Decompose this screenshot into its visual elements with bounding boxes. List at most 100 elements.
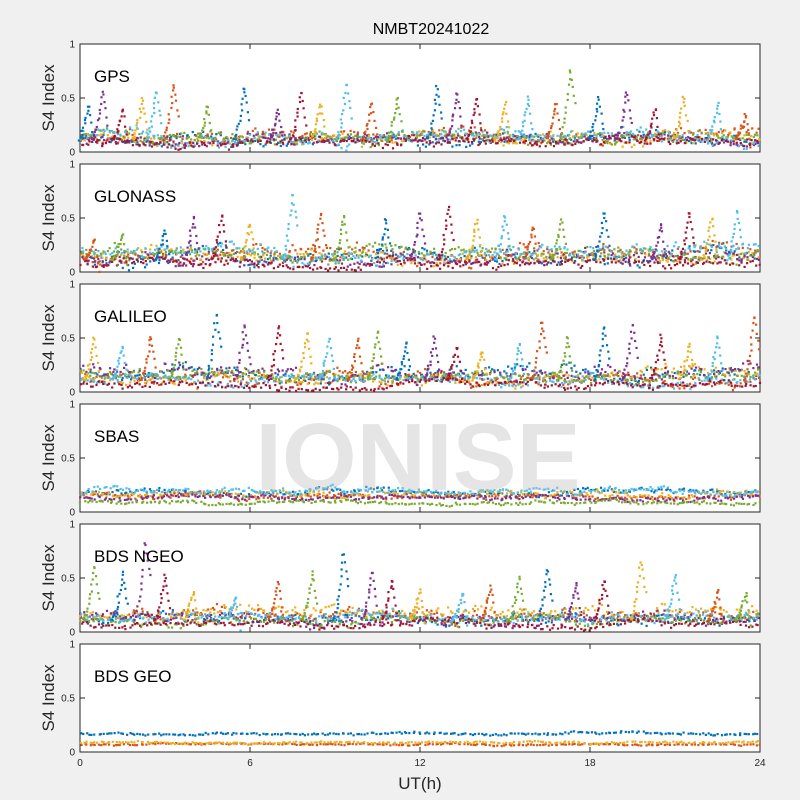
data-point xyxy=(353,138,356,141)
data-point xyxy=(743,140,746,143)
data-point xyxy=(370,374,373,377)
data-point xyxy=(160,256,163,259)
data-point xyxy=(230,140,234,143)
data-point xyxy=(216,244,219,247)
data-point xyxy=(412,134,415,137)
data-point xyxy=(558,127,561,131)
data-point xyxy=(225,259,228,262)
data-point xyxy=(688,245,691,248)
data-point xyxy=(605,140,608,143)
data-point xyxy=(412,131,415,134)
data-point xyxy=(522,136,525,139)
data-point xyxy=(531,226,534,229)
data-point xyxy=(602,128,605,131)
data-point xyxy=(495,258,498,261)
data-point xyxy=(301,266,304,269)
data-point xyxy=(135,248,138,251)
data-point xyxy=(506,132,509,135)
data-point xyxy=(206,257,209,260)
data-point xyxy=(321,112,324,115)
data-point xyxy=(437,258,440,261)
data-point xyxy=(645,128,648,131)
data-point xyxy=(298,96,301,99)
data-point xyxy=(652,114,656,117)
data-point xyxy=(470,140,474,144)
data-point xyxy=(611,371,614,374)
data-point xyxy=(419,139,422,142)
data-point xyxy=(395,107,398,110)
data-point xyxy=(283,260,286,263)
data-point xyxy=(84,372,87,375)
data-point xyxy=(658,138,661,141)
data-point xyxy=(382,265,385,268)
data-point xyxy=(682,101,685,104)
data-point xyxy=(84,122,87,125)
data-point xyxy=(382,249,385,253)
data-point xyxy=(442,126,445,130)
data-point xyxy=(628,262,631,266)
data-point xyxy=(100,96,103,99)
data-point xyxy=(101,260,104,263)
data-point xyxy=(506,263,509,266)
data-point xyxy=(595,259,598,262)
data-point xyxy=(343,102,347,105)
data-point xyxy=(591,126,594,129)
data-point xyxy=(715,111,719,114)
data-point xyxy=(549,143,552,146)
data-point xyxy=(732,140,735,143)
data-point xyxy=(604,256,607,259)
data-point xyxy=(403,137,406,140)
data-point xyxy=(659,254,662,257)
data-point xyxy=(465,145,468,148)
data-point xyxy=(367,372,370,375)
data-point xyxy=(546,142,549,145)
data-point xyxy=(531,369,534,373)
data-point xyxy=(390,124,393,127)
data-point xyxy=(342,109,345,112)
data-point xyxy=(724,382,727,385)
data-point xyxy=(513,139,516,143)
data-point xyxy=(518,248,521,251)
data-point xyxy=(486,131,489,134)
data-point xyxy=(133,379,136,383)
data-point xyxy=(753,257,756,260)
data-point xyxy=(658,261,661,264)
data-point xyxy=(388,242,392,245)
data-point xyxy=(547,140,550,143)
data-point xyxy=(512,259,515,262)
data-point xyxy=(214,136,217,139)
data-point xyxy=(522,125,525,128)
data-point xyxy=(646,142,649,145)
data-point xyxy=(597,98,600,101)
data-point xyxy=(203,377,206,380)
data-point xyxy=(593,375,596,378)
data-point xyxy=(440,250,443,254)
data-point xyxy=(615,141,618,144)
data-point xyxy=(155,258,158,261)
data-point xyxy=(354,246,357,249)
data-point xyxy=(691,138,694,141)
data-point xyxy=(262,251,265,255)
data-point xyxy=(652,133,655,137)
data-point xyxy=(543,264,546,267)
data-point xyxy=(279,254,282,257)
data-point xyxy=(536,133,540,136)
data-point xyxy=(479,243,482,247)
data-point xyxy=(687,259,690,262)
data-point xyxy=(275,132,278,135)
data-point xyxy=(726,137,729,140)
data-point xyxy=(307,382,311,385)
data-point xyxy=(526,365,529,368)
data-point xyxy=(716,262,719,265)
data-point xyxy=(339,247,342,250)
data-point xyxy=(262,263,265,266)
data-point xyxy=(239,119,242,122)
data-point xyxy=(327,256,331,259)
data-point xyxy=(551,374,554,377)
data-point xyxy=(194,226,197,229)
data-point xyxy=(166,245,169,248)
data-point xyxy=(118,255,121,258)
data-point xyxy=(532,144,535,147)
data-point xyxy=(203,247,206,250)
data-point xyxy=(667,130,670,133)
